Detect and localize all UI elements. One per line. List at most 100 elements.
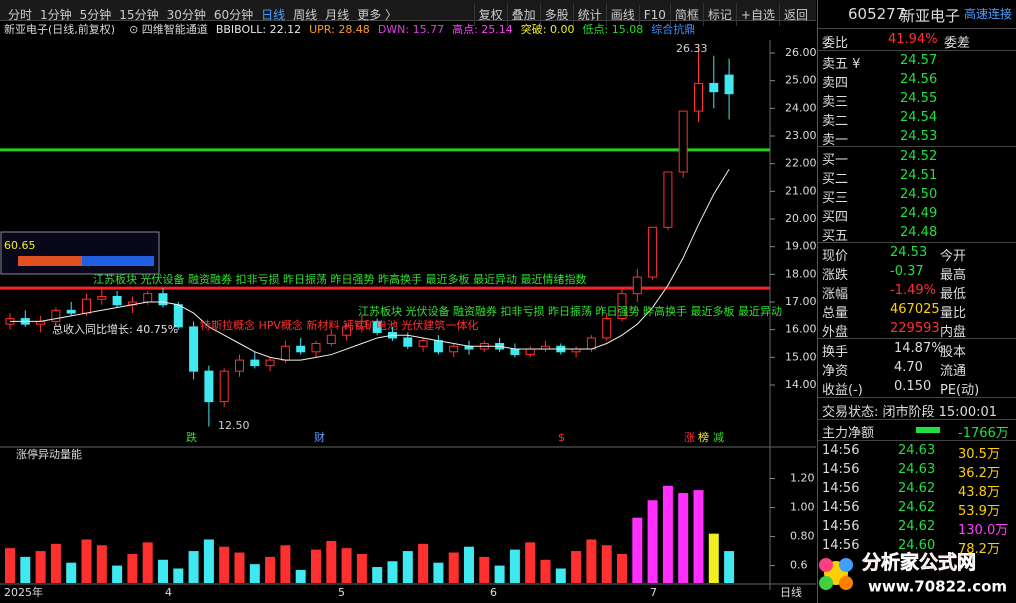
tool-button[interactable]: F10	[638, 5, 670, 25]
y-tick-label: 0.6	[790, 559, 808, 572]
trade-cell: 130.0万	[958, 523, 1009, 538]
y-tick-label: 26.00	[785, 46, 816, 59]
candle-body	[189, 326, 199, 372]
stat-cell: 涨幅	[822, 287, 849, 302]
stat-cell: 外盘	[822, 325, 849, 340]
period-tab[interactable]: 更多 〉	[357, 8, 398, 22]
period-tab[interactable]: 5分钟	[79, 8, 112, 22]
watermark-logo: 分析家公式网 www.70822.com	[819, 550, 1007, 596]
volume-bar	[448, 552, 459, 583]
candle-body	[326, 334, 336, 345]
indicator-bar	[82, 256, 154, 266]
quote-cell: 41.94%	[888, 32, 938, 47]
tool-button[interactable]: 简框	[669, 3, 703, 26]
annotation: 财	[314, 430, 325, 444]
volume-bar	[494, 565, 505, 583]
tool-button[interactable]: 标记	[702, 3, 736, 26]
ask-cell: 24.56	[900, 72, 938, 87]
volume-bar	[540, 559, 551, 583]
connection-link[interactable]: 高速连接	[964, 7, 1013, 21]
quote-row: 主力净额 -1766万	[818, 421, 1016, 441]
trade-cell: 14:56	[822, 481, 860, 496]
volume-bar	[724, 551, 735, 583]
tool-button[interactable]: 画线	[605, 3, 639, 26]
period-tab[interactable]: 分时	[8, 8, 33, 22]
tool-button[interactable]: +自选	[735, 3, 779, 26]
candle-body	[342, 326, 352, 336]
candle-body	[143, 293, 153, 303]
period-tab[interactable]: 周线	[293, 8, 318, 22]
tool-button[interactable]: 返回	[778, 3, 812, 26]
volume-bar	[418, 543, 429, 583]
ask-cell: 卖二	[822, 114, 849, 129]
quote-row: 买三 24.50	[818, 186, 1016, 206]
quote-row: 卖一 24.53	[818, 128, 1016, 148]
stat-cell: 净资	[822, 364, 849, 379]
tool-button[interactable]: 多股	[539, 3, 573, 26]
trade-cell: 24.63	[898, 462, 936, 477]
quote-row: 涨幅 -1.49% 最低	[818, 282, 1016, 302]
trade-cell: 14:56	[822, 443, 860, 458]
separator	[818, 419, 1016, 420]
separator	[818, 146, 1016, 147]
candle-body	[82, 298, 91, 314]
y-tick-label: 23.00	[785, 129, 816, 142]
volume-bar	[265, 556, 276, 583]
period-tab[interactable]: 日线	[261, 8, 286, 22]
quote-row: 卖三 24.55	[818, 90, 1016, 110]
indicator-box	[0, 231, 160, 275]
volume-bar	[708, 533, 719, 583]
separator	[818, 338, 1016, 339]
tool-button[interactable]: 叠加	[506, 3, 540, 26]
period-tab[interactable]: 15分钟	[119, 8, 159, 22]
trade-cell: 14:56	[822, 519, 860, 534]
quote-row: 卖二 24.54	[818, 109, 1016, 129]
y-tick-label: 25.00	[785, 74, 816, 87]
bid-cell: 买一	[822, 153, 849, 168]
tool-button[interactable]: 复权	[473, 3, 507, 26]
quote-cell: 委差	[944, 36, 971, 51]
bid-cell: 24.50	[900, 187, 938, 202]
volume-bar	[326, 540, 337, 583]
volume-bar	[387, 561, 398, 583]
watermark-title: 分析家公式网	[862, 551, 976, 574]
y-tick-label: 0.80	[790, 530, 815, 543]
stat-cell: 换手	[822, 345, 849, 360]
y-tick-label: 19.00	[785, 240, 816, 253]
annotation: 12.50	[218, 419, 250, 432]
x-tick-label: 2025年	[4, 585, 43, 599]
period-tab[interactable]: 30分钟	[166, 8, 206, 22]
period-tab[interactable]: 月线	[325, 8, 350, 22]
ask-cell: 卖一	[822, 133, 849, 148]
indicator-bar	[18, 256, 82, 266]
quote-row: 14:56 24.63 36.2万	[818, 461, 1016, 481]
trade-cell: 14:56	[822, 538, 860, 553]
volume-bar	[142, 542, 153, 583]
ask-cell: 卖三	[822, 95, 849, 110]
trade-cell: 24.62	[898, 519, 936, 534]
candle-body	[663, 171, 673, 228]
separator	[818, 242, 1016, 243]
main-net: -1766万	[958, 426, 1009, 441]
candle-body	[51, 309, 61, 322]
tool-button[interactable]: 统计	[572, 3, 606, 26]
y-tick-label: 18.00	[785, 267, 816, 280]
indicator-label: DWN: 15.77	[378, 23, 444, 36]
indicator-label: BBIBOLL: 22.12	[216, 23, 301, 36]
stat-cell: 今开	[940, 249, 967, 264]
ask-cell: 24.55	[900, 91, 938, 106]
y-tick-label: 17.00	[785, 295, 816, 308]
period-tab[interactable]: 1分钟	[40, 8, 72, 22]
y-tick-label: 16.00	[785, 323, 816, 336]
candle-body	[709, 82, 719, 93]
trade-cell: 14:56	[822, 500, 860, 515]
annotation: 江苏板块 光伏设备 融资融券 扣非亏损 昨日振荡 昨日强势 昨高换手 最近多板 …	[358, 304, 782, 318]
bid-cell: 买四	[822, 210, 849, 225]
candle-body	[724, 74, 734, 95]
x-tick-label: 7	[650, 586, 657, 599]
quote-row: 14:56 24.62 53.9万	[818, 499, 1016, 519]
y-tick-label: 1.00	[790, 501, 815, 514]
period-tab[interactable]: 60分钟	[213, 8, 254, 22]
bid-cell: 24.48	[900, 225, 938, 240]
